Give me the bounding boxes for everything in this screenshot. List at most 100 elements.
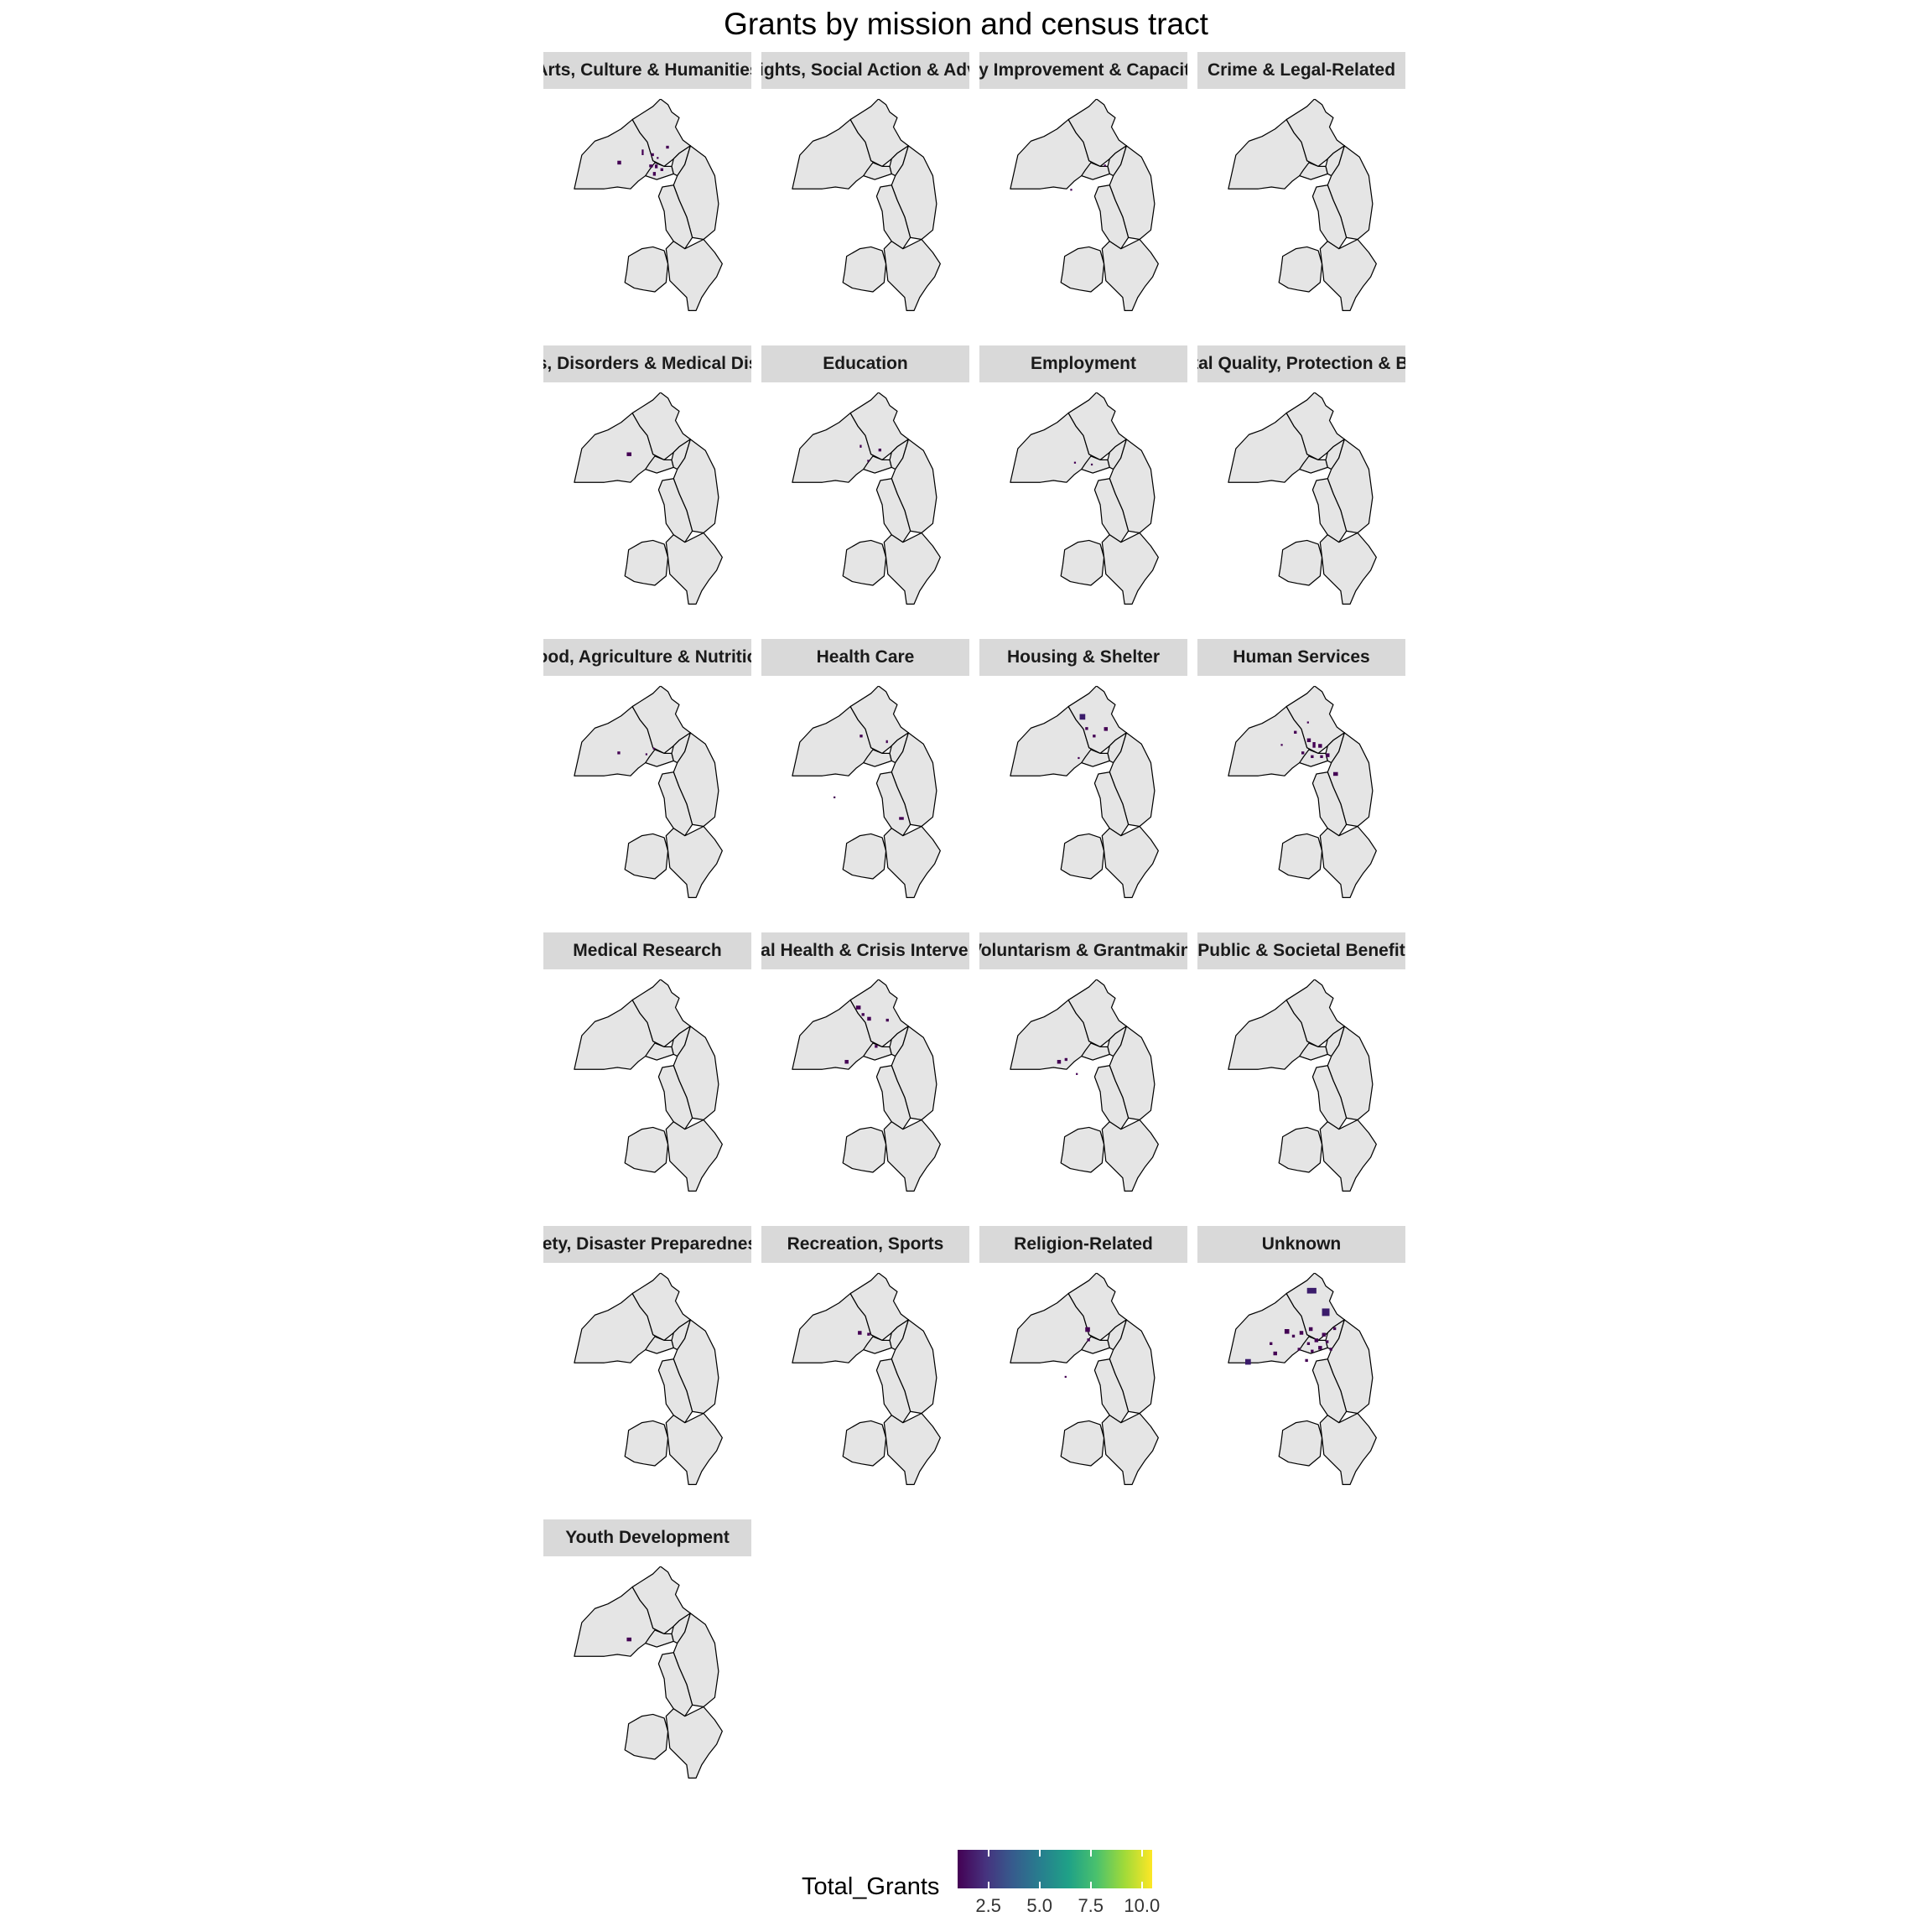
county-region bbox=[1081, 1042, 1110, 1061]
tract-map bbox=[1010, 686, 1159, 898]
grant-tract bbox=[844, 1060, 849, 1064]
county-region bbox=[1081, 749, 1110, 767]
facet-panel-philanthropy-voluntarism-grantmaking-foundations: Philanthropy, Voluntarism & Grantmaking … bbox=[979, 932, 1187, 1207]
county-region bbox=[1285, 392, 1345, 461]
facet-label: Arts, Culture & Humanities bbox=[543, 60, 751, 80]
grant-tract bbox=[657, 157, 659, 159]
county-region bbox=[645, 1336, 674, 1354]
facet-label: Human Services bbox=[1233, 647, 1370, 667]
facet-panel-employment: Employment bbox=[979, 345, 1187, 620]
tract-map bbox=[1228, 392, 1377, 605]
county-region bbox=[624, 1713, 669, 1760]
grant-tract bbox=[1270, 1342, 1273, 1345]
county-region bbox=[1067, 979, 1127, 1048]
facet-strip: Philanthropy, Voluntarism & Grantmaking … bbox=[979, 932, 1187, 969]
county-region bbox=[1285, 1273, 1345, 1342]
county-region bbox=[1067, 99, 1127, 168]
grant-tract bbox=[1306, 1342, 1311, 1345]
facet-strip: Civil Rights, Social Action & Advocacy bbox=[761, 52, 969, 89]
grant-tract bbox=[1306, 721, 1309, 724]
county-region bbox=[1285, 686, 1345, 755]
county-region bbox=[1101, 238, 1159, 311]
county-region bbox=[883, 825, 941, 898]
grant-tract bbox=[660, 168, 663, 171]
legend-tick-label: 2.5 bbox=[975, 1895, 1001, 1916]
facet-panel-medical-research: Medical Research bbox=[543, 932, 751, 1207]
grant-tract bbox=[1085, 1327, 1090, 1332]
county-region bbox=[1319, 1119, 1377, 1192]
facet-strip: Mental Health & Crisis Intervention bbox=[761, 932, 969, 969]
grant-tract bbox=[652, 747, 655, 750]
facet-strip: Human Services bbox=[1197, 639, 1405, 676]
county-region bbox=[1299, 455, 1328, 474]
facet-strip: Food, Agriculture & Nutrition bbox=[543, 639, 751, 676]
grant-tract bbox=[855, 1005, 861, 1010]
grant-tract bbox=[1308, 1327, 1313, 1332]
facet-label: Medical Research bbox=[573, 941, 722, 960]
facet-strip: Education bbox=[761, 345, 969, 382]
county-region bbox=[665, 1119, 723, 1192]
grant-tract bbox=[1312, 742, 1316, 748]
grant-tract bbox=[1320, 755, 1323, 758]
county-region bbox=[665, 1706, 723, 1779]
legend-tick-mark bbox=[1038, 1850, 1041, 1857]
county-region bbox=[1081, 455, 1110, 474]
facet-label: Unknown bbox=[1261, 1234, 1342, 1254]
county-region bbox=[631, 686, 691, 755]
county-region bbox=[665, 532, 723, 605]
tract-map bbox=[1228, 1273, 1377, 1485]
facet-label: Crime & Legal-Related bbox=[1207, 60, 1396, 80]
tract-map bbox=[574, 99, 723, 311]
facet-grid: Arts, Culture & Humanities Civil Rights, … bbox=[543, 52, 1409, 1803]
facet-panel-public-safety-disaster-preparedness-relief: Public Safety, Disaster Preparedness & R… bbox=[543, 1226, 751, 1500]
county-region bbox=[645, 1042, 674, 1061]
legend-tick-mark bbox=[1140, 1882, 1143, 1888]
county-region bbox=[863, 749, 892, 767]
grant-tract bbox=[858, 1331, 862, 1335]
grant-tract bbox=[1093, 735, 1096, 738]
county-region bbox=[1278, 833, 1323, 880]
legend-tick-mark bbox=[1089, 1850, 1092, 1857]
facet-panel-arts-culture-humanities: Arts, Culture & Humanities bbox=[543, 52, 751, 326]
facet-strip: Employment bbox=[979, 345, 1187, 382]
county-region bbox=[631, 392, 691, 461]
tract-map bbox=[792, 1273, 941, 1485]
facet-strip: Religion-Related bbox=[979, 1226, 1187, 1263]
tract-map bbox=[792, 979, 941, 1192]
tract-map bbox=[1228, 99, 1377, 311]
facet-panel-environmental-quality-protection-beautification: Environmental Quality, Protection & Beau… bbox=[1197, 345, 1405, 620]
county-region bbox=[1278, 1126, 1323, 1173]
county-region bbox=[849, 392, 909, 461]
grant-tract bbox=[1332, 771, 1338, 776]
county-region bbox=[1067, 1273, 1127, 1342]
grant-tract bbox=[1332, 1327, 1337, 1331]
grant-tract bbox=[1280, 744, 1283, 746]
grant-tract bbox=[1318, 744, 1322, 748]
facet-label: Public & Societal Benefit bbox=[1197, 941, 1405, 960]
county-region bbox=[624, 539, 669, 586]
county-region bbox=[849, 1273, 909, 1342]
grant-tract bbox=[861, 1013, 865, 1016]
grant-tract bbox=[1329, 1348, 1332, 1351]
facet-panel-human-services: Human Services bbox=[1197, 639, 1405, 913]
grant-tract bbox=[1306, 738, 1311, 742]
legend-tick-mark bbox=[1038, 1882, 1041, 1888]
tract-map bbox=[792, 686, 941, 898]
grant-tract bbox=[1090, 463, 1093, 466]
county-region bbox=[665, 1412, 723, 1485]
facet-label: Recreation, Sports bbox=[787, 1234, 944, 1254]
county-region bbox=[631, 1566, 691, 1635]
county-region bbox=[883, 1412, 941, 1485]
facet-panel-crime-legal-related: Crime & Legal-Related bbox=[1197, 52, 1405, 326]
chart-title: Grants by mission and census tract bbox=[724, 7, 1208, 41]
tract-map bbox=[1010, 392, 1159, 605]
facet-strip: Arts, Culture & Humanities bbox=[543, 52, 751, 89]
facet-label: Employment bbox=[1030, 354, 1137, 373]
facet-label: Public Safety, Disaster Preparedness & R… bbox=[543, 1234, 751, 1254]
county-region bbox=[863, 1042, 892, 1061]
county-region bbox=[1101, 1119, 1159, 1192]
facet-label: Religion-Related bbox=[1014, 1234, 1153, 1254]
county-region bbox=[863, 162, 892, 180]
legend-tick-label: 10.0 bbox=[1124, 1895, 1161, 1916]
tract-map bbox=[1010, 1273, 1159, 1485]
